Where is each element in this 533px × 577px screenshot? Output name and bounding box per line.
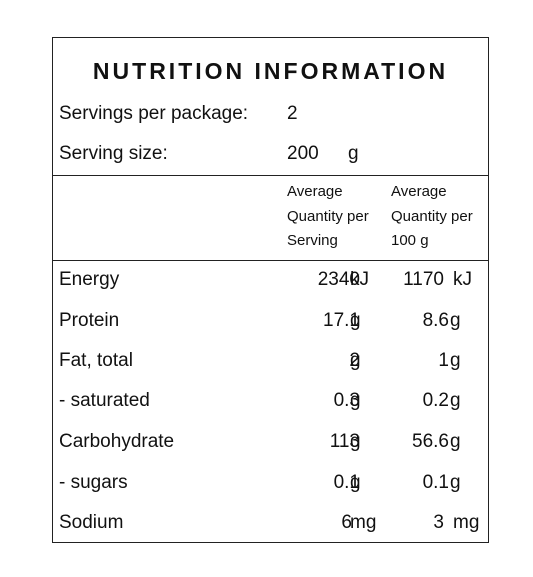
column-header-line: Serving <box>287 232 338 249</box>
per-100g-unit: mg <box>453 512 480 533</box>
nutrient-name: Sodium <box>59 512 124 533</box>
per-serving-unit: g <box>350 310 361 331</box>
column-header-line: Quantity per <box>287 207 369 225</box>
nutrient-row-carbohydrate: Carbohydrate 113 g 56.6 g <box>53 427 488 457</box>
header-divider <box>53 175 488 176</box>
nutrient-row-fat-total: Fat, total 2 g 1 g <box>53 346 488 376</box>
per-serving-unit: mg <box>350 512 377 533</box>
per-100g-unit: g <box>450 431 461 452</box>
serving-size-row: Serving size: 200 g <box>53 139 488 169</box>
nutrient-name: Carbohydrate <box>59 431 175 452</box>
nutrient-name: Fat, total <box>59 350 133 371</box>
servings-per-package-row: Servings per package: 2 <box>53 99 488 129</box>
per-100g-amount: 3 <box>433 512 444 533</box>
column-header-per-serving: Average Quantity per Serving <box>287 180 387 254</box>
per-serving-amount: 0.1 <box>333 472 360 493</box>
nutrient-name: Energy <box>59 269 120 290</box>
nutrient-row-protein: Protein 17.1 g 8.6 g <box>53 306 488 336</box>
per-serving-unit: g <box>350 350 361 371</box>
serving-size-label: Serving size: <box>59 143 168 164</box>
serving-size-unit: g <box>348 143 359 164</box>
nutrient-row-sodium: Sodium 6 mg 3 mg <box>53 508 488 538</box>
per-100g-amount: 0.1 <box>422 472 449 493</box>
nutrient-name: - saturated <box>59 390 150 411</box>
column-header-line: Average <box>287 183 343 200</box>
per-100g-unit: g <box>450 350 461 371</box>
per-serving-unit: g <box>350 472 361 493</box>
servings-per-package-value: 2 <box>287 103 298 124</box>
per-100g-amount: 56.6 <box>412 431 449 452</box>
per-serving-amount: 2 <box>349 350 360 371</box>
per-100g-amount: 1170 <box>403 269 444 290</box>
nutrient-name: Protein <box>59 310 120 331</box>
per-100g-unit: g <box>450 472 461 493</box>
column-header-line: Quantity per <box>391 207 473 225</box>
panel-title: NUTRITION INFORMATION <box>92 58 449 84</box>
per-serving-unit: g <box>350 390 361 411</box>
nutrient-row-energy: Energy 2340 kJ 1170 kJ <box>53 265 488 295</box>
table-divider <box>53 260 488 261</box>
per-100g-unit: kJ <box>453 269 472 290</box>
per-100g-unit: g <box>450 390 461 411</box>
per-100g-amount: 1 <box>438 350 449 371</box>
column-header-per-100g: Average Quantity per 100 g <box>391 180 491 254</box>
per-100g-unit: g <box>450 310 461 331</box>
nutrient-row-saturated: - saturated 0.3 g 0.2 g <box>53 386 488 416</box>
servings-per-package-label: Servings per package: <box>59 103 249 124</box>
per-serving-amount: 17.1 <box>323 310 360 331</box>
serving-size-value: 200 <box>287 143 319 164</box>
nutrient-row-sugars: - sugars 0.1 g 0.1 g <box>53 468 488 498</box>
nutrient-name: - sugars <box>59 472 128 493</box>
per-100g-amount: 0.2 <box>422 390 449 411</box>
per-serving-unit: g <box>350 431 361 452</box>
nutrition-panel: NUTRITION INFORMATION Servings per packa… <box>52 37 489 543</box>
column-header-line: Average <box>391 183 447 200</box>
column-header-line: 100 g <box>391 232 429 249</box>
per-serving-amount: 2340 <box>317 269 360 290</box>
per-serving-amount: 0.3 <box>333 390 360 411</box>
per-serving-amount: 6 <box>341 512 352 533</box>
per-serving-amount: 113 <box>329 431 360 452</box>
per-100g-amount: 8.6 <box>422 310 449 331</box>
per-serving-unit: kJ <box>350 269 369 290</box>
